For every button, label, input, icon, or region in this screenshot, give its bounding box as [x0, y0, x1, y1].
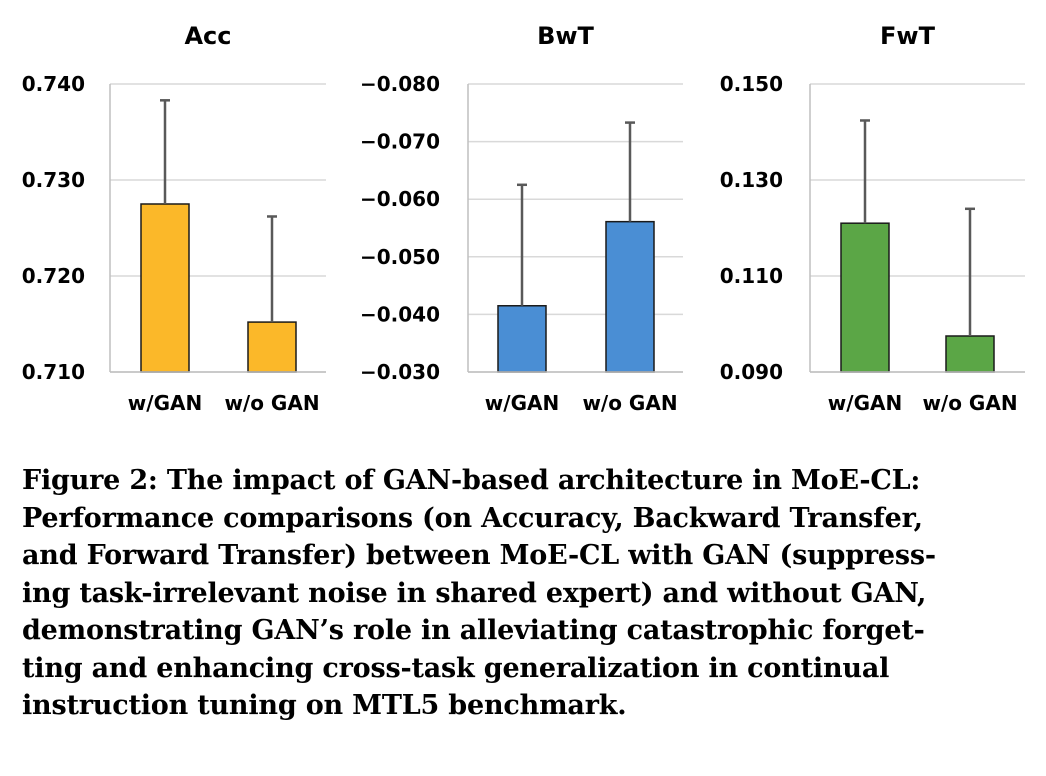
y-tick-label-bwt: −0.050	[360, 245, 440, 269]
chart-title-acc: Acc	[184, 22, 231, 50]
bar-bwt	[605, 220, 655, 373]
x-category-label-acc: w/o GAN	[224, 391, 319, 415]
charts-svg: Acc 0.710 0.720 0.730 0.740 w/GAN w/o GAN BwT −0…	[22, 22, 1025, 415]
y-tick-label-fwt: 0.090	[720, 360, 783, 384]
bar-fwt	[840, 222, 890, 373]
x-category-label-fwt: w/o GAN	[922, 391, 1017, 415]
x-category-label-bwt: w/o GAN	[582, 391, 677, 415]
figure-charts: Acc 0.710 0.720 0.730 0.740 w/GAN w/o GAN BwT −0…	[22, 22, 1025, 415]
y-tick-label-fwt: 0.130	[720, 168, 783, 192]
y-tick-label-bwt: −0.060	[360, 187, 440, 211]
x-category-label-acc: w/GAN	[128, 391, 202, 415]
caption-line: and Forward Transfer) between MoE-CL wit…	[22, 540, 936, 571]
caption-line: ing task-irrelevant noise in shared expe…	[22, 577, 927, 609]
caption-line: ting and enhancing cross-task generaliza…	[22, 652, 890, 684]
y-tick-label-bwt: −0.030	[360, 360, 440, 384]
y-tick-label-bwt: −0.070	[360, 130, 440, 154]
y-tick-label-acc: 0.730	[22, 168, 85, 192]
x-category-label-bwt: w/GAN	[485, 391, 559, 415]
y-tick-label-bwt: −0.080	[360, 72, 440, 96]
bar-fwt	[945, 335, 995, 373]
x-category-label-fwt: w/GAN	[828, 391, 902, 415]
caption-line: Figure 2: The impact of GAN-based archit…	[22, 465, 921, 496]
chart-title-bwt: BwT	[537, 22, 594, 50]
caption-line: instruction tuning on MTL5 benchmark.	[22, 690, 627, 721]
chart-title-fwt: FwT	[880, 22, 936, 50]
y-tick-label-acc: 0.740	[22, 72, 85, 96]
y-tick-label-fwt: 0.110	[720, 264, 783, 288]
bar-bwt	[497, 305, 547, 373]
caption-line: Performance comparisons (on Accuracy, Ba…	[22, 502, 923, 534]
y-tick-label-acc: 0.720	[22, 264, 85, 288]
y-tick-label-fwt: 0.150	[720, 72, 783, 96]
bar-acc	[247, 321, 297, 373]
caption-line: demonstrating GAN’s role in alleviating …	[22, 615, 925, 646]
y-tick-label-acc: 0.710	[22, 360, 85, 384]
bar-acc	[140, 203, 190, 373]
figure-caption: Figure 2: The impact of GAN-based archit…	[22, 462, 1032, 725]
y-tick-label-bwt: −0.040	[360, 302, 440, 326]
